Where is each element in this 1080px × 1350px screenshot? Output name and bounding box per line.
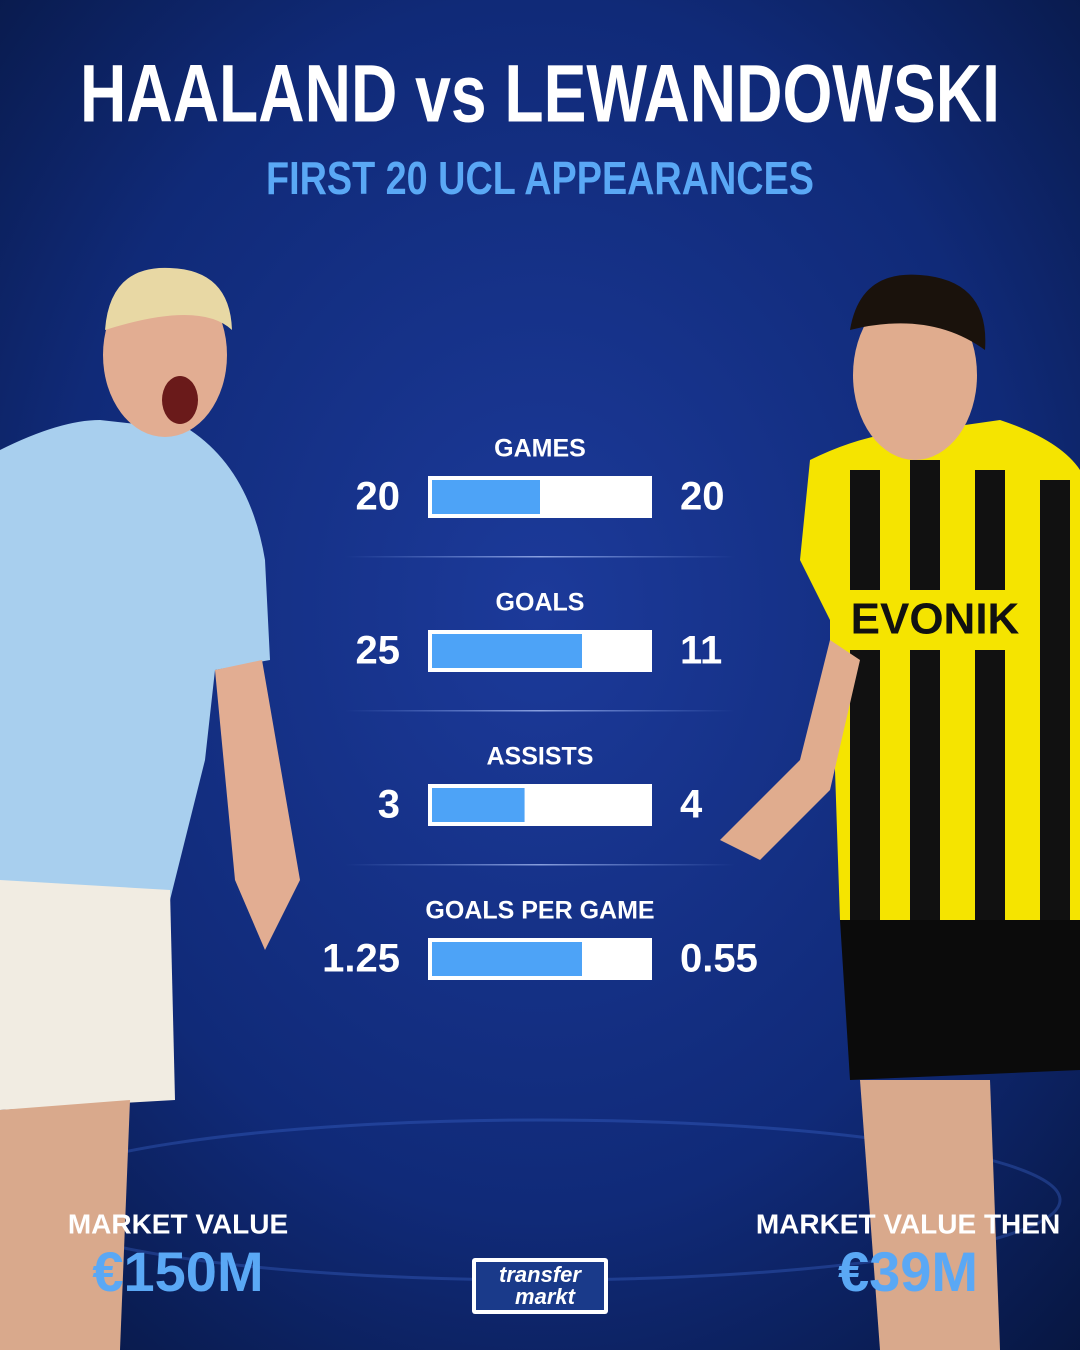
left-value: 20 bbox=[356, 475, 401, 519]
stat-label: ASSISTS bbox=[487, 743, 594, 771]
right-value: €39M bbox=[838, 1240, 978, 1303]
separator bbox=[345, 556, 735, 558]
right-value: 4 bbox=[680, 783, 703, 827]
stats: GAMES 20 20 GOALS 25 11 ASSISTS 3 4 GOALS PER GAM… bbox=[322, 435, 758, 981]
title: HAALAND vs LEWANDOWSKI bbox=[80, 49, 1000, 140]
right-player-image: EVONIK bbox=[720, 274, 1080, 1350]
logo-inner bbox=[476, 1262, 604, 1310]
logo-text: markt bbox=[515, 1284, 577, 1309]
subtitle: FIRST 20 UCL APPEARANCES bbox=[266, 152, 814, 204]
separator bbox=[345, 864, 735, 866]
left-value: 3 bbox=[378, 783, 400, 827]
left-value: 25 bbox=[356, 629, 401, 673]
bar bbox=[432, 634, 582, 668]
separator bbox=[345, 710, 735, 712]
stat-label: GAMES bbox=[494, 435, 586, 463]
right-value: 11 bbox=[680, 629, 722, 673]
stat-label: GOALS bbox=[496, 589, 585, 617]
right-value: 20 bbox=[680, 475, 725, 519]
left-value: €150M bbox=[92, 1240, 263, 1303]
bar bbox=[432, 480, 540, 514]
sponsor: EVONIK bbox=[851, 595, 1020, 644]
stat-label: GOALS PER GAME bbox=[425, 897, 654, 925]
bar bbox=[432, 788, 525, 822]
left-player-image bbox=[0, 267, 300, 1350]
logo-text: transfer bbox=[499, 1262, 582, 1287]
right-value: 0.55 bbox=[680, 937, 758, 981]
bar bbox=[432, 942, 582, 976]
left-value: 1.25 bbox=[322, 937, 400, 981]
right-caption: MARKET VALUE THEN bbox=[756, 1208, 1060, 1239]
left-caption: MARKET VALUE bbox=[68, 1208, 288, 1239]
logo: transfer markt bbox=[472, 1258, 608, 1314]
